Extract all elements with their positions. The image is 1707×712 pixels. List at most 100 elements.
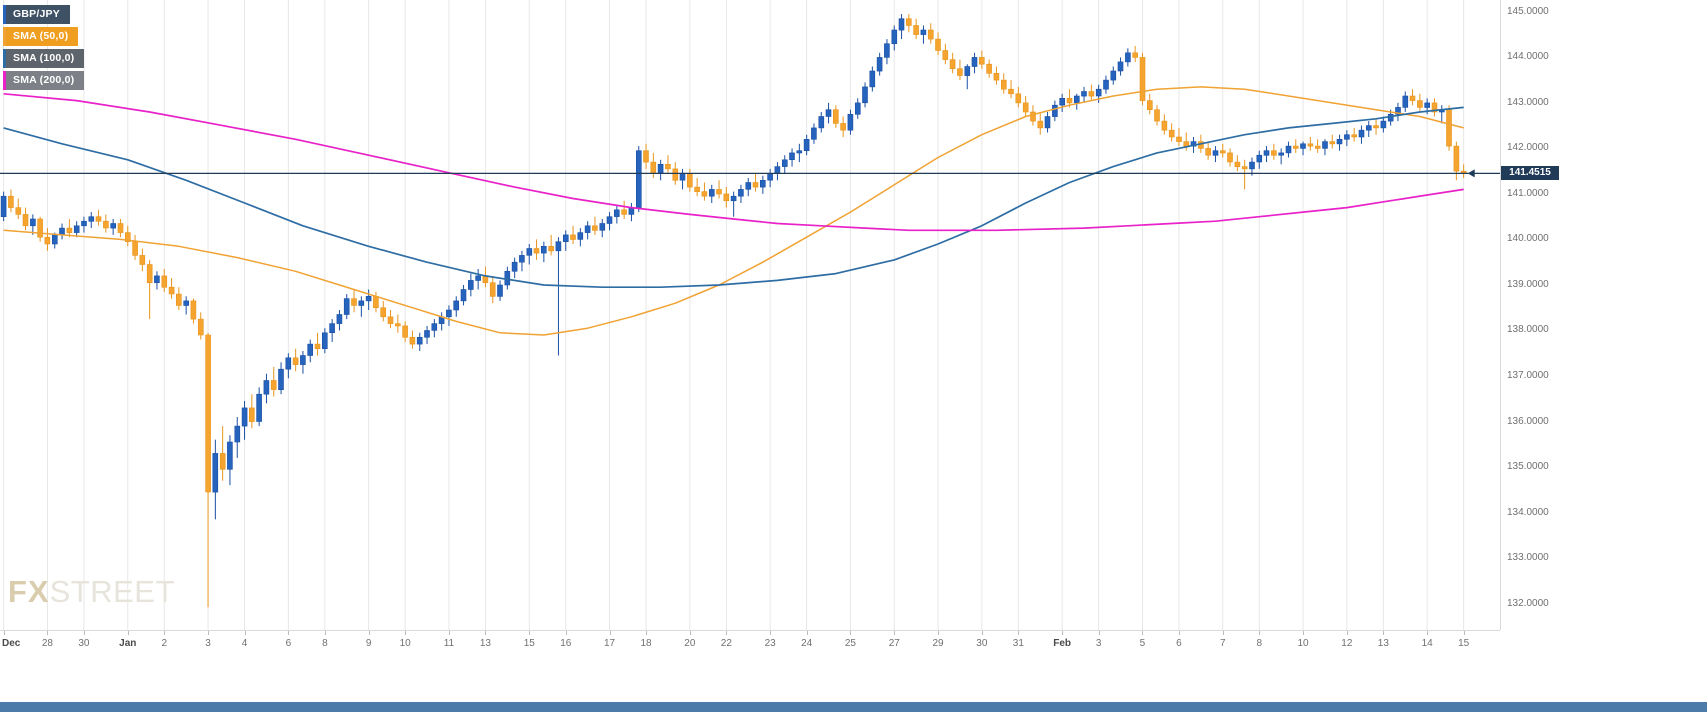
time-axis-tick <box>1178 631 1180 635</box>
time-axis-tick <box>646 631 648 635</box>
price-axis-label: 144.0000 <box>1507 51 1549 63</box>
time-axis-tick <box>938 631 940 635</box>
price-axis-label: 135.0000 <box>1507 461 1549 473</box>
time-axis-label: 2 <box>161 638 168 649</box>
time-axis-label: 30 <box>78 638 90 649</box>
price-axis-label: 142.0000 <box>1507 142 1549 154</box>
current-price-badge: 141.4515 <box>1501 166 1559 181</box>
time-axis-label: 3 <box>205 638 211 649</box>
time-axis-label: 30 <box>976 638 988 649</box>
price-axis-label: 138.0000 <box>1507 324 1549 336</box>
time-axis-tick <box>1259 631 1261 635</box>
time-axis-tick <box>1222 631 1224 635</box>
time-axis-tick <box>806 631 808 635</box>
time-axis[interactable]: Dec 28 30 Jan 2 3 4 6 8 9 10 11 13 15 16 17 18 20 22 23 24 25… <box>0 630 1500 657</box>
fxstreet-watermark: FXSTREET <box>8 574 175 610</box>
time-axis-tick <box>405 631 407 635</box>
time-axis-tick <box>83 631 85 635</box>
time-axis-tick <box>1062 631 1064 635</box>
time-axis-label: 28 <box>41 638 53 649</box>
time-axis-tick <box>726 631 728 635</box>
time-axis-tick <box>609 631 611 635</box>
time-axis-label: 6 <box>285 638 292 649</box>
time-axis-tick <box>208 631 210 635</box>
time-axis-tick <box>1346 631 1348 635</box>
time-axis-label: 8 <box>322 638 328 649</box>
time-axis-tick <box>164 631 166 635</box>
legend-pair-gbpjpy[interactable]: GBP/JPY <box>3 5 70 24</box>
time-axis-tick <box>244 631 246 635</box>
price-axis-label: 133.0000 <box>1507 552 1549 564</box>
time-axis-tick <box>1427 631 1429 635</box>
time-axis-tick <box>1142 631 1144 635</box>
price-axis-label: 132.0000 <box>1507 597 1549 609</box>
bottom-scrollbar[interactable] <box>0 702 1707 712</box>
legend: GBP/JPY SMA (50,0) SMA (100,0) SMA (200,… <box>3 5 85 90</box>
gridlines <box>3 0 1465 630</box>
time-axis-tick <box>770 631 772 635</box>
time-axis-tick <box>850 631 852 635</box>
legend-sma-100[interactable]: SMA (100,0) <box>3 49 85 68</box>
legend-sma-200[interactable]: SMA (200,0) <box>3 71 85 90</box>
time-axis-tick <box>448 631 450 635</box>
time-axis-tick <box>288 631 290 635</box>
time-axis-label: Dec <box>2 638 21 649</box>
time-axis-tick <box>1303 631 1305 635</box>
time-axis-label: 18 <box>640 638 652 649</box>
time-axis-label: 10 <box>1297 638 1309 649</box>
time-axis-tick <box>127 631 129 635</box>
time-axis-tick <box>3 631 5 635</box>
price-axis-label: 134.0000 <box>1507 506 1549 518</box>
time-axis-tick <box>894 631 896 635</box>
time-axis-label: 15 <box>1458 638 1470 649</box>
price-axis-label: 139.0000 <box>1507 278 1549 290</box>
time-axis-label: 11 <box>443 638 455 649</box>
time-axis-label: 12 <box>1341 638 1353 649</box>
time-axis-label: 24 <box>801 638 813 649</box>
candlestick-plot[interactable] <box>0 0 1500 630</box>
time-axis-tick <box>368 631 370 635</box>
price-axis-label: 137.0000 <box>1507 369 1549 381</box>
time-axis-label: Feb <box>1053 638 1072 649</box>
watermark-fx: FX <box>8 574 50 609</box>
time-axis-label: 13 <box>1377 638 1389 649</box>
time-axis-label: 8 <box>1256 638 1263 649</box>
time-axis-label: 20 <box>684 638 696 649</box>
time-axis-label: 10 <box>399 638 411 649</box>
time-axis-label: 4 <box>241 638 248 649</box>
price-axis-label: 143.0000 <box>1507 96 1549 108</box>
watermark-street: STREET <box>49 574 175 609</box>
time-axis-tick <box>565 631 567 635</box>
time-axis-tick <box>1018 631 1020 635</box>
price-axis-label: 141.0000 <box>1507 187 1549 199</box>
time-axis-label: 16 <box>560 638 572 649</box>
price-axis-label: 136.0000 <box>1507 415 1549 427</box>
time-axis-label: 7 <box>1219 638 1226 649</box>
time-axis-label: 9 <box>365 638 372 649</box>
legend-sma-50[interactable]: SMA (50,0) <box>3 27 79 46</box>
time-axis-label: 25 <box>844 638 856 649</box>
time-axis-label: 5 <box>1139 638 1146 649</box>
price-axis-label: 145.0000 <box>1507 5 1549 17</box>
time-axis-label: 23 <box>764 638 776 649</box>
time-axis-tick <box>689 631 691 635</box>
price-axis-label: 140.0000 <box>1507 233 1549 245</box>
time-axis-label: 6 <box>1176 638 1182 649</box>
time-axis-label: 31 <box>1012 638 1024 649</box>
sma-lines <box>3 86 1464 336</box>
time-axis-tick <box>1383 631 1385 635</box>
time-axis-label: Jan <box>119 638 137 649</box>
time-axis-tick <box>485 631 487 635</box>
time-axis-tick <box>1463 631 1465 635</box>
price-axis[interactable]: 145.0000 144.0000 143.0000 142.0000 141.0000… <box>1500 0 1707 630</box>
time-axis-label: 3 <box>1095 638 1102 649</box>
time-axis-label: 15 <box>523 638 535 649</box>
time-axis-tick <box>529 631 531 635</box>
time-axis-tick <box>1098 631 1100 635</box>
time-axis-label: 13 <box>479 638 491 649</box>
price-line-group <box>0 169 1500 178</box>
time-axis-label: 14 <box>1421 638 1433 649</box>
time-axis-tick <box>981 631 983 635</box>
time-axis-label: 29 <box>932 638 944 649</box>
